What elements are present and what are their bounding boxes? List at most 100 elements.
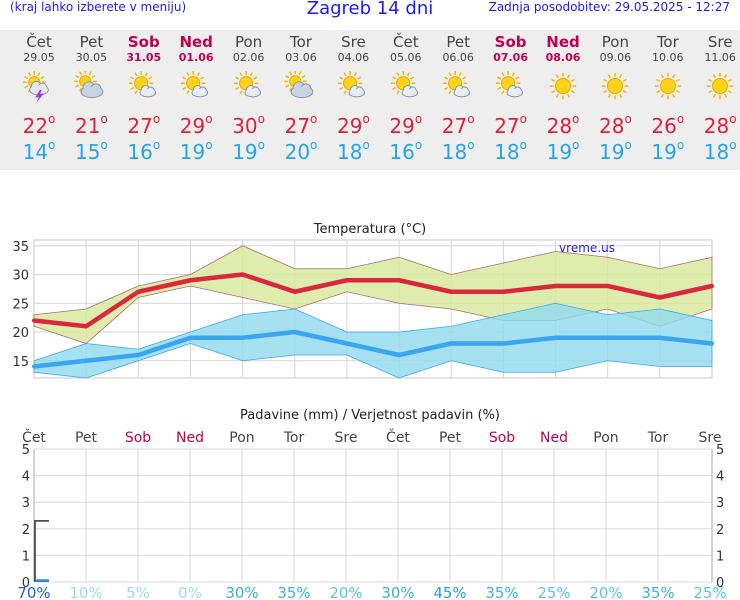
sun-icon	[707, 72, 734, 100]
degree-symbol: o	[205, 138, 213, 152]
day-name: Sob	[494, 33, 527, 51]
day-column: Ned 08.06 28o 19o	[537, 30, 589, 164]
max-temperature: 29o	[380, 112, 432, 138]
max-temperature: 30o	[223, 112, 275, 138]
min-temperature: 19o	[642, 138, 694, 164]
menu-hint[interactable]: (kraj lahko izberete v meniju)	[10, 0, 187, 14]
data-point-max	[136, 289, 141, 294]
max-temperature-value: 29	[179, 114, 206, 138]
day-column: Pet 06.06 27o 18o	[432, 30, 484, 164]
y-tick-label: 25	[12, 297, 29, 312]
y-tick-label-right: 5	[716, 443, 724, 458]
day-name: Pon	[234, 33, 263, 51]
degree-symbol: o	[310, 138, 318, 152]
max-temperature: 21o	[65, 112, 117, 138]
data-point-min	[449, 341, 454, 346]
degree-symbol: o	[467, 112, 475, 126]
data-point-max	[501, 289, 506, 294]
data-point-max	[188, 278, 193, 283]
day-date: 05.06	[390, 51, 422, 64]
probability-label: 35%	[277, 584, 310, 600]
day-name: Pet	[79, 33, 104, 51]
data-point-max	[553, 284, 558, 288]
max-temperature-value: 22	[22, 114, 49, 138]
data-point-max	[605, 284, 610, 288]
degree-symbol: o	[257, 138, 265, 152]
day-name: Tor	[290, 33, 312, 51]
day-column: Sob 31.05 27o 16o	[118, 30, 170, 164]
data-point-max	[710, 284, 714, 288]
x-tick-label: Tor	[283, 430, 305, 446]
series-line-max	[33, 272, 713, 329]
probability-label: 5%	[126, 584, 150, 600]
sun-icon	[654, 72, 681, 100]
min-temperature: 16o	[118, 138, 170, 164]
min-temperature-value: 19	[179, 140, 206, 164]
data-point-max	[397, 278, 402, 283]
y-tick-label-left: 0	[22, 576, 30, 591]
probability-label: 30%	[381, 584, 414, 600]
day-date: 06.06	[442, 51, 474, 64]
max-temperature: 22o	[13, 112, 65, 138]
min-temperature-value: 18	[336, 140, 363, 164]
degree-symbol: o	[414, 112, 423, 126]
temperature-chart: Temperatura (°C) 15 20 25 30 35 vreme.us	[12, 222, 714, 379]
degree-symbol: o	[362, 112, 370, 126]
sun-cloud-icon	[74, 70, 104, 99]
data-point-max	[449, 289, 454, 294]
data-point-min	[240, 335, 245, 340]
data-point-max	[292, 289, 297, 294]
x-tick-label: Pet	[75, 430, 98, 446]
day-date: 29.05	[23, 51, 55, 64]
probability-label: 70%	[17, 584, 50, 600]
data-point-max	[240, 272, 245, 277]
day-column: Tor 10.06 26o 19o	[642, 30, 694, 164]
day-name: Čet	[393, 33, 419, 51]
chart-title: Padavine (mm) / Verjetnost padavin (%)	[240, 408, 500, 423]
degree-symbol: o	[152, 112, 161, 126]
degree-symbol: o	[729, 112, 737, 126]
max-temperature: 28o	[589, 112, 641, 138]
day-date: 07.06	[493, 51, 528, 64]
min-temperature: 18o	[485, 138, 537, 164]
y-tick-label-left: 1	[22, 549, 30, 564]
day-column: Sre 04.06 29o 18o	[327, 30, 379, 164]
probability-label: 35%	[641, 584, 674, 600]
last-updated: Zadnja posodobitev: 29.05.2025 - 12:27	[488, 0, 730, 14]
degree-symbol: o	[100, 138, 108, 152]
min-temperature: 18o	[327, 138, 379, 164]
data-point-min	[344, 341, 349, 346]
watermark: vreme.us	[559, 241, 615, 255]
day-date: 02.06	[232, 51, 265, 64]
degree-symbol: o	[205, 112, 213, 126]
data-point-min	[553, 335, 558, 340]
day-date: 08.06	[545, 51, 581, 64]
min-temperature-value: 14	[22, 140, 49, 164]
x-tick-label: Ned	[176, 430, 204, 446]
degree-symbol: o	[48, 112, 56, 126]
max-temperature-value: 27	[494, 114, 520, 138]
y-tick-label-right: 2	[716, 523, 724, 538]
degree-symbol: o	[48, 138, 56, 152]
degree-symbol: o	[519, 138, 527, 152]
degree-symbol: o	[676, 138, 685, 152]
x-tick-label: Pon	[593, 430, 618, 446]
x-tick-label: Čet	[386, 428, 410, 446]
chart-title: Temperatura (°C)	[313, 222, 426, 237]
max-temperature: 28o	[694, 112, 740, 138]
y-tick-label-left: 4	[22, 470, 30, 485]
day-name: Tor	[656, 33, 679, 51]
y-tick-label: 15	[12, 355, 29, 370]
min-temperature-value: 16	[127, 140, 153, 164]
degree-symbol: o	[362, 138, 370, 152]
max-temperature-value: 28	[703, 114, 730, 138]
sun-cloud-icon	[284, 70, 314, 99]
data-point-min	[136, 353, 141, 357]
y-tick-label-left: 3	[22, 496, 30, 511]
probability-label: 45%	[433, 584, 466, 600]
min-temperature: 18o	[432, 138, 484, 164]
min-temperature: 19o	[589, 138, 641, 164]
degree-symbol: o	[100, 112, 108, 126]
max-temperature-value: 29	[336, 114, 363, 138]
precipitation-chart: Padavine (mm) / Verjetnost padavin (%) Če…	[17, 408, 726, 600]
